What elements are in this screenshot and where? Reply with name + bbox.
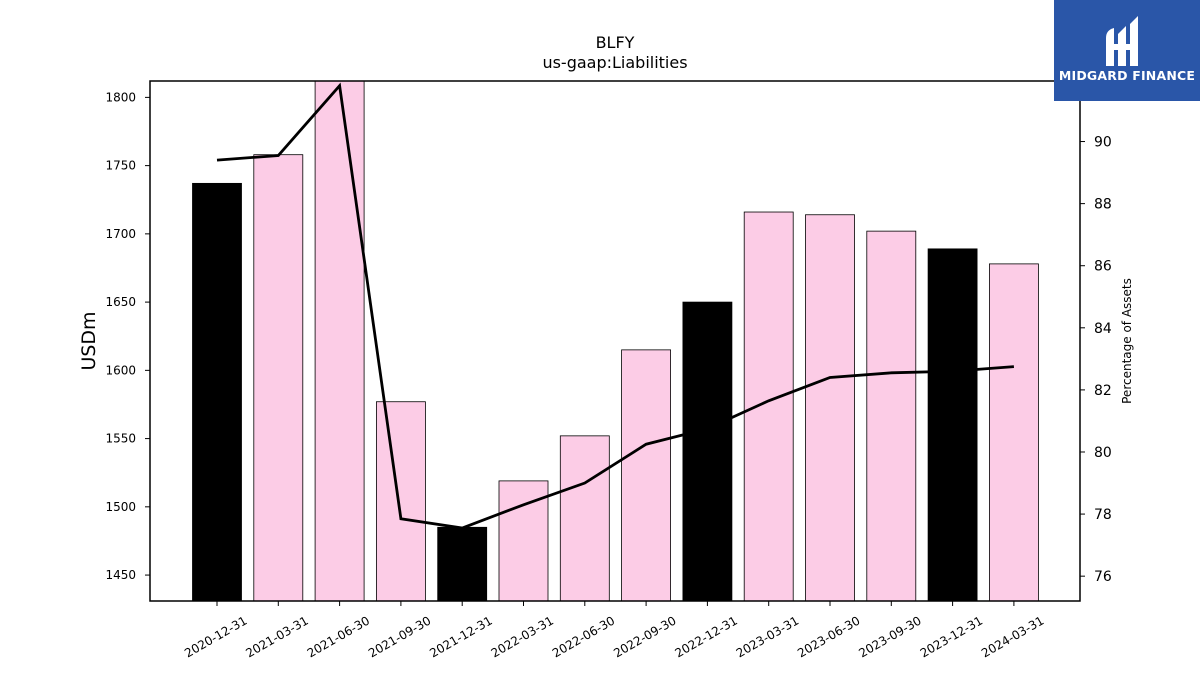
- bar-2023-03-31: [743, 211, 794, 601]
- bar-2021-06-30: [314, 81, 365, 601]
- y-tick-label-1450: 1450: [105, 568, 136, 582]
- bar-2023-12-31: [927, 248, 978, 601]
- plot-frame: [149, 80, 1081, 602]
- x-tick-label-2024-03-31: 2024-03-31: [979, 613, 1046, 660]
- y-tick-label-1800: 1800: [105, 90, 136, 104]
- bar-2022-03-31: [498, 480, 549, 601]
- bar-2021-12-31: [437, 526, 488, 601]
- y2-tick-label-82: 82: [1094, 383, 1112, 399]
- y-tick-label-1650: 1650: [105, 295, 136, 309]
- bar-2024-03-31: [989, 263, 1039, 601]
- x-tick-label-2022-03-31: 2022-03-31: [489, 613, 556, 660]
- y-tick-label-1550: 1550: [105, 432, 136, 446]
- y2-axis-label: Percentage of Assets: [1120, 278, 1134, 404]
- y2-tick-label-86: 86: [1094, 259, 1112, 275]
- bar-2022-09-30: [621, 349, 671, 601]
- bar-2020-12-31: [192, 182, 242, 601]
- y-tick-label-1500: 1500: [105, 500, 136, 514]
- bars-group: [192, 81, 1039, 601]
- x-tick-label-2022-12-31: 2022-12-31: [672, 613, 739, 660]
- x-tick-label-2021-03-31: 2021-03-31: [243, 613, 310, 660]
- x-tick-label-2023-06-30: 2023-06-30: [795, 613, 862, 660]
- y2-tick-label-76: 76: [1094, 569, 1112, 585]
- y-tick-label-1700: 1700: [105, 227, 136, 241]
- bar-2021-09-30: [375, 401, 426, 601]
- chart-title: BLFY: [596, 33, 635, 52]
- y2-tick-label-90: 90: [1094, 135, 1112, 151]
- x-tick-label-2023-12-31: 2023-12-31: [918, 613, 985, 660]
- logo-mark-icon: [1106, 16, 1138, 66]
- x-tick-label-2021-12-31: 2021-12-31: [427, 613, 494, 660]
- bar-2022-06-30: [559, 435, 610, 601]
- y-tick-label-1600: 1600: [105, 363, 136, 377]
- y-tick-label-1750: 1750: [105, 159, 136, 173]
- bar-2021-03-31: [253, 154, 304, 601]
- x-tick-label-2023-03-31: 2023-03-31: [734, 613, 801, 660]
- line-group: [216, 82, 1015, 530]
- bar-2023-06-30: [805, 214, 855, 601]
- y2-tick-label-80: 80: [1094, 445, 1112, 461]
- logo-text: MIDGARD FINANCE: [1058, 68, 1196, 83]
- x-tick-label-2020-12-31: 2020-12-31: [182, 613, 249, 660]
- y2-tick-label-88: 88: [1094, 197, 1112, 213]
- bar-2023-09-30: [866, 230, 917, 601]
- x-tick-label-2022-09-30: 2022-09-30: [611, 613, 678, 660]
- x-tick-label-2021-06-30: 2021-06-30: [305, 613, 372, 660]
- y2-tick-label-84: 84: [1094, 321, 1112, 337]
- x-tick-label-2022-06-30: 2022-06-30: [550, 613, 617, 660]
- logo: MIDGARD FINANCE: [1054, 0, 1200, 101]
- x-tick-label-2021-09-30: 2021-09-30: [366, 613, 433, 660]
- chart-subtitle: us-gaap:Liabilities: [542, 53, 687, 72]
- bar-2022-12-31: [682, 301, 733, 601]
- y2-tick-label-78: 78: [1094, 507, 1112, 523]
- percentage-line: [216, 82, 1015, 530]
- x-tick-label-2023-09-30: 2023-09-30: [856, 613, 923, 660]
- y-axis-label: USDm: [78, 311, 100, 370]
